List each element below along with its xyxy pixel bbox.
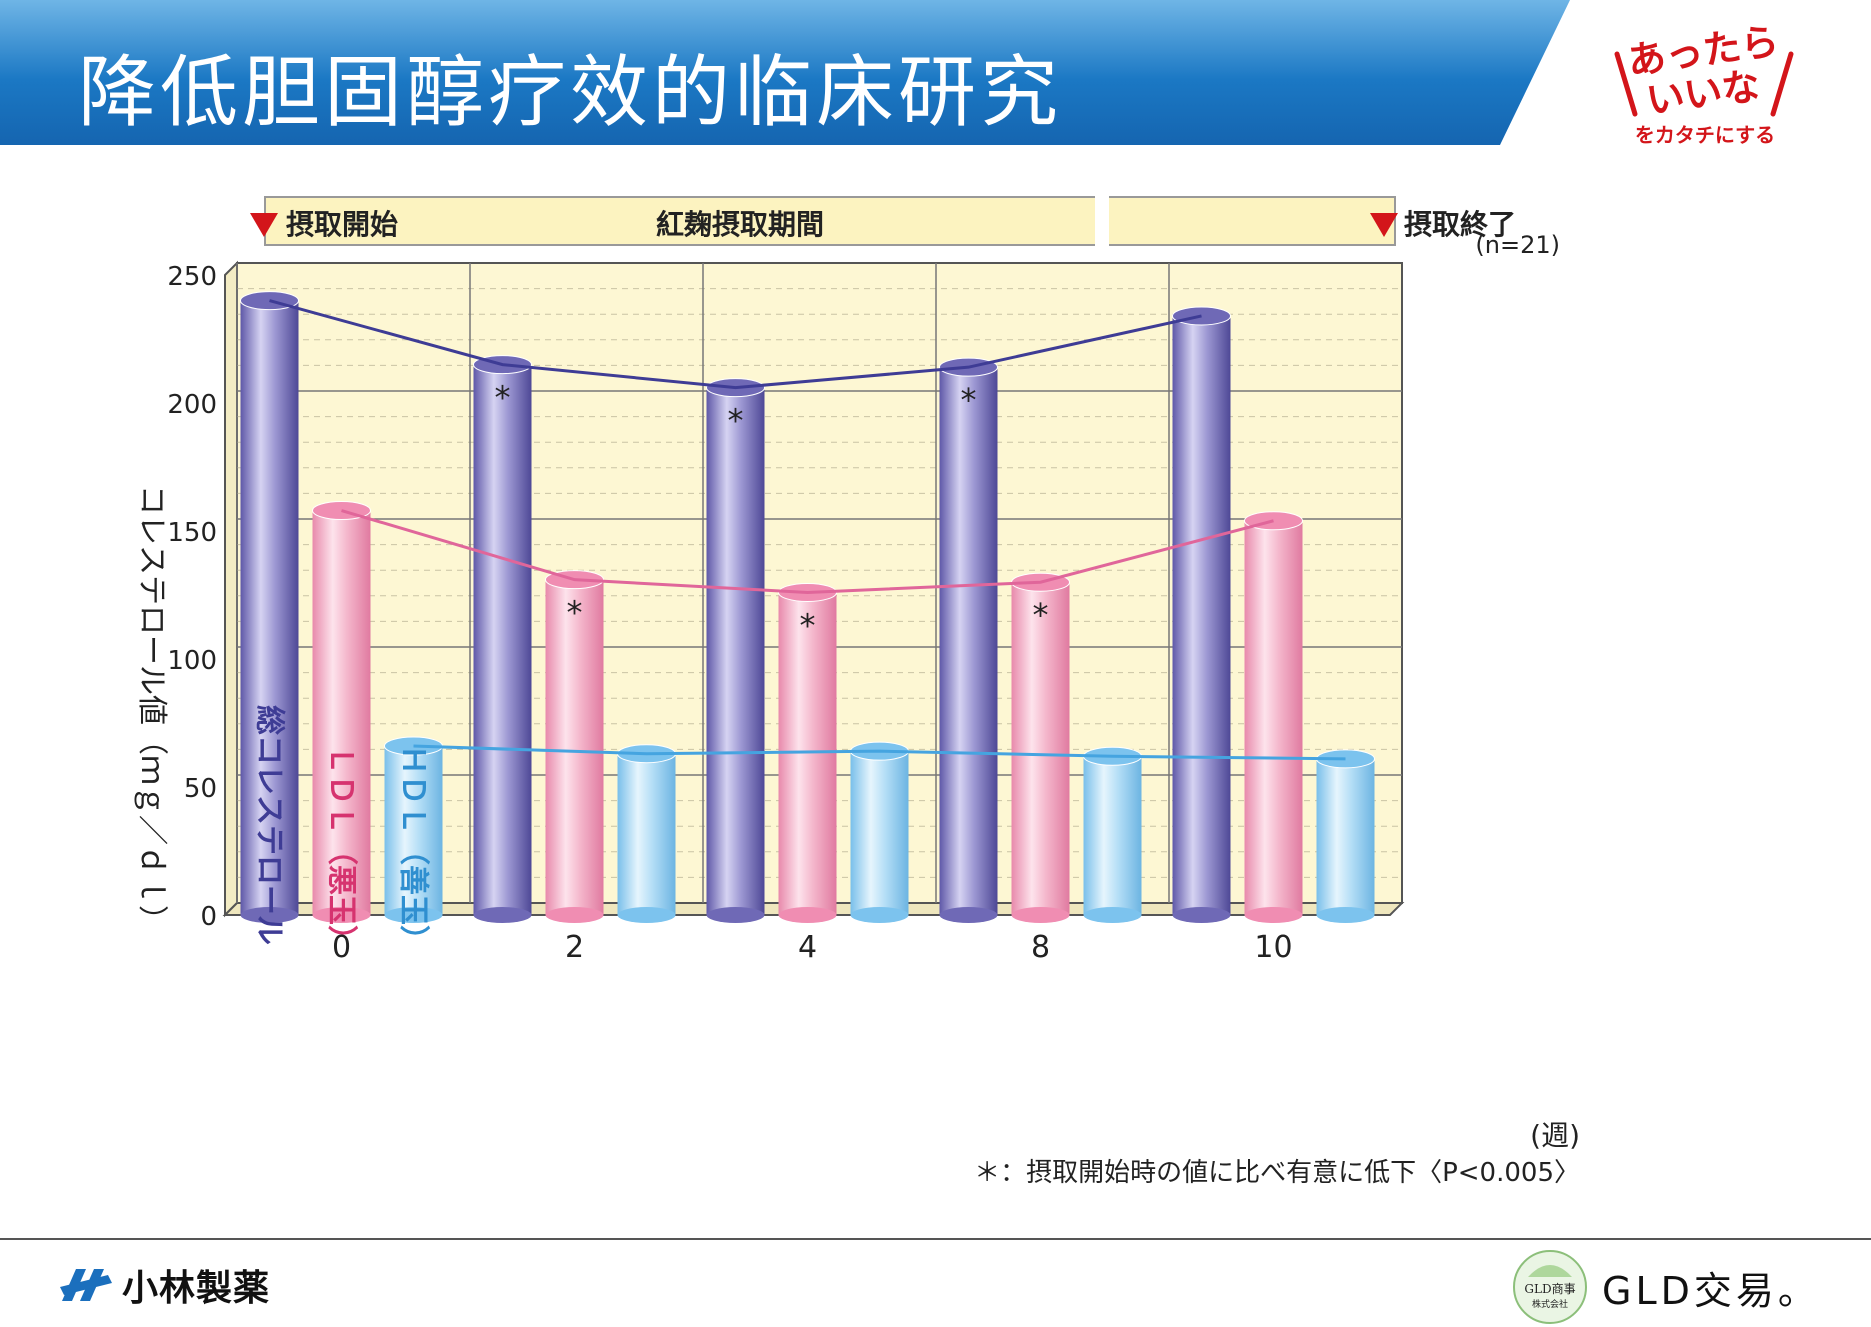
banner-period-label: 紅麹摂取期間 <box>656 208 824 241</box>
bar-base-2-2 <box>850 907 909 923</box>
bar-0-0 <box>240 300 299 916</box>
bar-1-1 <box>545 579 604 915</box>
bar-base-2-4 <box>1316 907 1375 923</box>
gld-badge-icon: GLD商事 株式会社 <box>1513 1250 1587 1324</box>
footer-company-name: 小林製薬 <box>122 1268 271 1309</box>
bar-base-2-3 <box>1083 907 1142 923</box>
footer-company-logo: 小林製薬 <box>58 1262 271 1309</box>
bar-1-2 <box>778 592 837 915</box>
trend-line-1 <box>341 509 1274 594</box>
bar-0-2 <box>706 387 765 915</box>
sample-size-note: (n=21) <box>1475 231 1560 259</box>
significance-marker-0-3: * <box>961 381 977 419</box>
y-tick-label: 50 <box>184 774 217 804</box>
cholesterol-bar-chart: 摂取開始 紅麹摂取期間 摂取終了 (n=21) 0 50 100 150 200 250 0… <box>134 193 1580 1188</box>
x-axis-unit: (週) <box>1530 1119 1580 1152</box>
legend-label-1: ＬＤＬ（悪玉） <box>324 745 359 955</box>
plot-side-wall <box>224 260 238 918</box>
bar-base-0-3 <box>939 907 998 923</box>
bar-base-0-2 <box>706 907 765 923</box>
start-triangle-icon <box>250 213 278 237</box>
bar-base-1-2 <box>778 907 837 923</box>
bar-base-1-4 <box>1244 907 1303 923</box>
end-triangle-icon <box>1370 213 1398 237</box>
significance-marker-1-3: * <box>1033 596 1049 634</box>
banner-left-box <box>264 196 1166 246</box>
bar-2-4 <box>1316 758 1375 915</box>
bar-base-0-4 <box>1172 907 1231 923</box>
significance-footnote: ＊：摂取開始時の値に比べ有意に低下〈P<0.005〉 <box>974 1158 1580 1188</box>
bar-base-2-0 <box>384 907 443 923</box>
x-tick-label: 8 <box>1031 930 1050 965</box>
bar-0-1 <box>473 364 532 916</box>
x-tick-label: 4 <box>798 930 817 965</box>
trend-line-0 <box>269 299 1202 390</box>
kobayashi-mark-icon <box>60 1269 112 1301</box>
banner-gap <box>1095 193 1109 251</box>
brand-logo-slash-icon <box>1614 51 1794 117</box>
banner-start-label: 摂取開始 <box>286 208 398 241</box>
bar-2-2 <box>850 751 909 915</box>
significance-marker-1-1: * <box>567 594 583 632</box>
significance-marker-0-2: * <box>728 402 744 440</box>
y-tick-label: 0 <box>200 902 217 932</box>
bar-2-3 <box>1083 756 1142 915</box>
footer-partner-logo: GLD商事 株式会社 GLD交易。 <box>1510 1247 1820 1327</box>
bar-base-1-1 <box>545 907 604 923</box>
bar-2-1 <box>617 753 676 915</box>
header-banner <box>0 0 1570 145</box>
y-tick-label: 150 <box>167 518 217 548</box>
period-banner: 摂取開始 紅麹摂取期間 摂取終了 (n=21) <box>250 193 1560 259</box>
legend-label-2: ＨＤＬ（善玉） <box>396 745 431 955</box>
significance-marker-0-1: * <box>495 379 511 417</box>
bar-base-1-0 <box>312 907 371 923</box>
bar-1-3 <box>1011 582 1070 915</box>
gld-badge-line1: GLD商事 <box>1524 1281 1575 1296</box>
banner-end-label: 摂取終了 <box>1404 208 1516 241</box>
y-tick-label: 250 <box>167 262 217 292</box>
x-tick-label: 0 <box>332 930 351 965</box>
brand-logo-tagline: をカタチにする <box>1635 123 1775 147</box>
brand-logo: あったら いいな をカタチにする <box>1614 19 1794 147</box>
x-tick-label: 2 <box>565 930 584 965</box>
y-tick-label: 200 <box>167 390 217 420</box>
y-axis-title: コレステロール値（ｍｇ／ｄｌ） <box>134 485 169 935</box>
bar-0-4 <box>1172 315 1231 915</box>
bar-base-0-1 <box>473 907 532 923</box>
bar-1-4 <box>1244 520 1303 915</box>
banner-right-box <box>1104 196 1396 246</box>
bar-base-1-3 <box>1011 907 1070 923</box>
gld-badge-line2: 株式会社 <box>1532 1298 1568 1310</box>
bar-2-0 <box>384 746 443 915</box>
significance-marker-1-2: * <box>800 606 816 644</box>
footer-divider <box>0 1238 1871 1240</box>
slide-title: 降低胆固醇疗效的临床研究 <box>78 48 1063 138</box>
legend-label-0: 総コレステロール <box>252 705 287 945</box>
bar-base-2-1 <box>617 907 676 923</box>
bar-base-0-0 <box>240 907 299 923</box>
bar-0-3 <box>939 367 998 915</box>
footer-partner-name: GLD交易。 <box>1602 1268 1820 1313</box>
bar-1-0 <box>312 510 371 915</box>
y-tick-label: 100 <box>167 646 217 676</box>
x-tick-label: 10 <box>1254 930 1292 965</box>
trend-line-2 <box>413 744 1346 761</box>
